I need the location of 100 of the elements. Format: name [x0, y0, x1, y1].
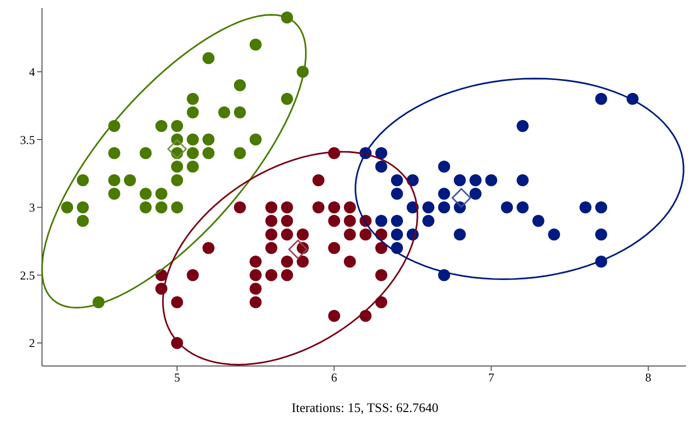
point [186, 160, 199, 173]
point [422, 214, 434, 227]
point [250, 256, 262, 268]
point [390, 214, 403, 227]
y-tick-label: 2.5 [20, 268, 35, 282]
point [265, 242, 278, 254]
point [202, 52, 214, 64]
point [155, 201, 168, 214]
point [250, 282, 262, 295]
point [281, 269, 294, 282]
y-tick-label: 2 [29, 336, 35, 350]
point [328, 310, 340, 322]
point [296, 228, 309, 240]
point [390, 228, 403, 240]
point [281, 256, 294, 268]
point [375, 214, 388, 227]
point [281, 92, 294, 105]
point [344, 228, 356, 240]
point [250, 296, 262, 308]
point [438, 188, 450, 200]
point [595, 201, 608, 214]
point [250, 134, 262, 146]
x-tick-label: 8 [645, 370, 652, 385]
point [579, 201, 592, 214]
point [470, 174, 482, 186]
point [76, 214, 89, 227]
point [202, 242, 214, 254]
point [595, 228, 608, 240]
point [390, 174, 403, 186]
point [390, 188, 403, 200]
point [438, 160, 450, 173]
point [108, 147, 120, 160]
point [171, 120, 184, 132]
point [328, 214, 340, 227]
point [265, 201, 278, 214]
point [265, 214, 278, 227]
point [375, 242, 388, 254]
point [76, 174, 89, 186]
point [312, 174, 324, 186]
point [296, 256, 309, 268]
point [595, 92, 608, 105]
point [344, 214, 356, 227]
point [186, 92, 199, 105]
point [281, 214, 294, 227]
point [344, 201, 356, 214]
point [328, 242, 340, 254]
point [202, 134, 214, 146]
point [171, 160, 184, 173]
y-tick-label: 4 [29, 64, 35, 79]
point [470, 188, 482, 200]
point [140, 147, 152, 160]
y-tick-label: 3 [29, 200, 35, 215]
point [202, 147, 214, 160]
point [186, 147, 199, 160]
point [452, 188, 472, 208]
point [454, 174, 466, 186]
x-tick-label: 5 [174, 370, 180, 385]
point [532, 214, 544, 227]
text: Iterations: 15, TSS: 62.7640 [290, 400, 440, 416]
point [485, 174, 498, 186]
point [360, 228, 372, 240]
point [454, 228, 466, 240]
y-tick-label: 3.5 [20, 132, 35, 147]
point [281, 228, 294, 240]
point [422, 201, 434, 214]
x-tick-label: 6 [331, 370, 338, 385]
point [234, 147, 246, 160]
point [250, 269, 262, 282]
point [171, 174, 184, 186]
point [375, 160, 388, 173]
point [375, 147, 388, 160]
point [265, 269, 278, 282]
point [186, 269, 199, 282]
point [516, 120, 529, 132]
point [124, 174, 136, 186]
point [500, 201, 513, 214]
point [155, 120, 168, 132]
point [186, 134, 199, 146]
point [108, 174, 120, 186]
point [140, 188, 152, 200]
point [250, 38, 262, 51]
point [438, 201, 450, 214]
point [234, 201, 246, 214]
point [312, 201, 324, 214]
point [234, 106, 246, 118]
point [265, 228, 278, 240]
point [548, 228, 560, 240]
x-tick-label: 7 [488, 370, 494, 385]
point [140, 201, 152, 214]
point [375, 269, 388, 282]
point [171, 296, 184, 308]
point [516, 201, 529, 214]
point [516, 174, 529, 186]
point [186, 106, 199, 118]
point [108, 188, 120, 200]
point [234, 79, 246, 92]
point [281, 201, 294, 214]
point [61, 201, 74, 214]
point [328, 201, 340, 214]
point [218, 106, 230, 118]
